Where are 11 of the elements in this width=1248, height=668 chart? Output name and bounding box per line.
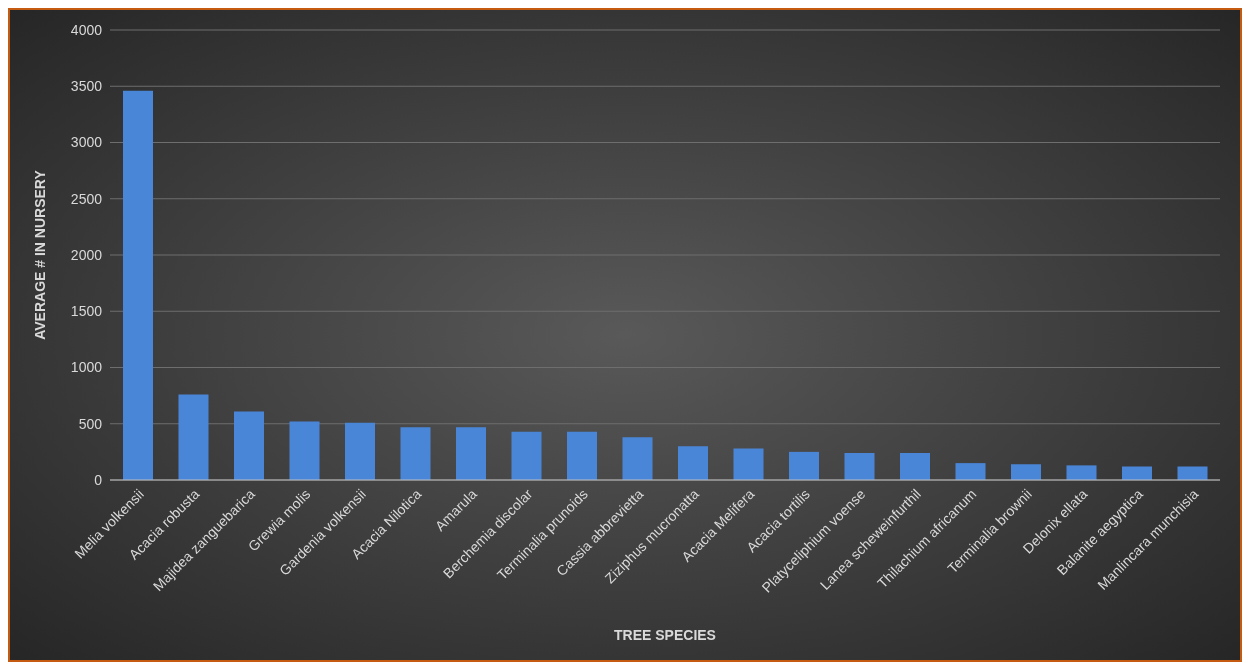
y-tick-label: 1000: [70, 359, 103, 376]
y-tick-label: 2500: [70, 190, 103, 207]
y-tick-label: 500: [78, 415, 103, 432]
y-tick-label: 2000: [70, 246, 103, 263]
y-tick-label: 4000: [70, 21, 103, 38]
y-tick-label: 1500: [70, 303, 103, 320]
x-axis-title: TREE SPECIES: [614, 627, 716, 643]
y-tick-label: 0: [94, 471, 103, 488]
y-axis-title: AVERAGE # IN NURSERY: [31, 169, 48, 340]
y-tick-label: 3500: [70, 78, 103, 95]
y-tick-label: 3000: [70, 134, 103, 151]
